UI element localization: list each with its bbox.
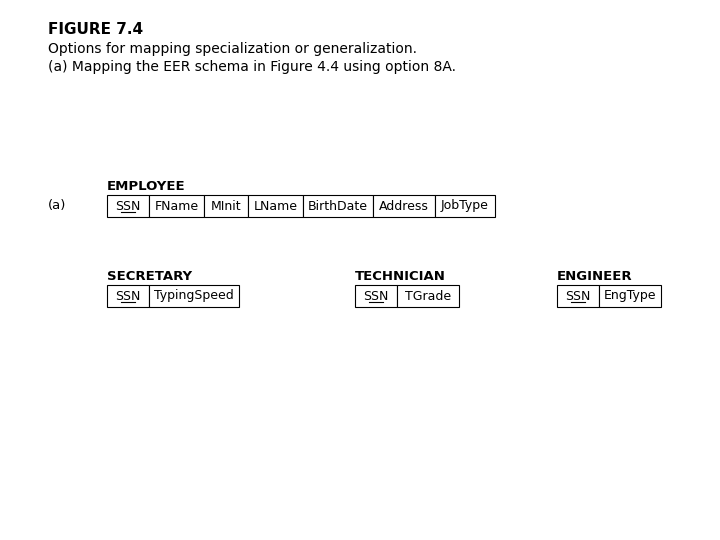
Text: JobType: JobType bbox=[441, 199, 489, 213]
Text: Address: Address bbox=[379, 199, 429, 213]
Bar bbox=[435, 195, 495, 217]
Text: ENGINEER: ENGINEER bbox=[557, 270, 633, 283]
Text: MInit: MInit bbox=[211, 199, 241, 213]
Text: BirthDate: BirthDate bbox=[308, 199, 368, 213]
Text: SSN: SSN bbox=[364, 289, 389, 302]
Text: (a) Mapping the EER schema in Figure 4.4 using option 8A.: (a) Mapping the EER schema in Figure 4.4… bbox=[48, 60, 456, 74]
Text: SECRETARY: SECRETARY bbox=[107, 270, 192, 283]
Bar bbox=[355, 285, 397, 307]
Text: TypingSpeed: TypingSpeed bbox=[154, 289, 234, 302]
Text: EMPLOYEE: EMPLOYEE bbox=[107, 180, 186, 193]
Text: EngType: EngType bbox=[604, 289, 656, 302]
Bar bbox=[204, 195, 248, 217]
Bar bbox=[303, 195, 373, 217]
Text: FName: FName bbox=[154, 199, 199, 213]
Text: SSN: SSN bbox=[565, 289, 590, 302]
Bar bbox=[557, 285, 599, 307]
Text: Options for mapping specialization or generalization.: Options for mapping specialization or ge… bbox=[48, 42, 417, 56]
Bar bbox=[248, 195, 303, 217]
Bar bbox=[149, 285, 239, 307]
Text: FIGURE 7.4: FIGURE 7.4 bbox=[48, 22, 143, 37]
Text: (a): (a) bbox=[48, 199, 66, 212]
Text: TECHNICIAN: TECHNICIAN bbox=[355, 270, 446, 283]
Text: SSN: SSN bbox=[115, 199, 140, 213]
Bar bbox=[107, 195, 149, 217]
Bar bbox=[373, 195, 435, 217]
Bar bbox=[107, 285, 149, 307]
Text: LName: LName bbox=[253, 199, 297, 213]
Text: TGrade: TGrade bbox=[405, 289, 451, 302]
Bar bbox=[397, 285, 459, 307]
Bar bbox=[599, 285, 661, 307]
Text: SSN: SSN bbox=[115, 289, 140, 302]
Bar bbox=[149, 195, 204, 217]
